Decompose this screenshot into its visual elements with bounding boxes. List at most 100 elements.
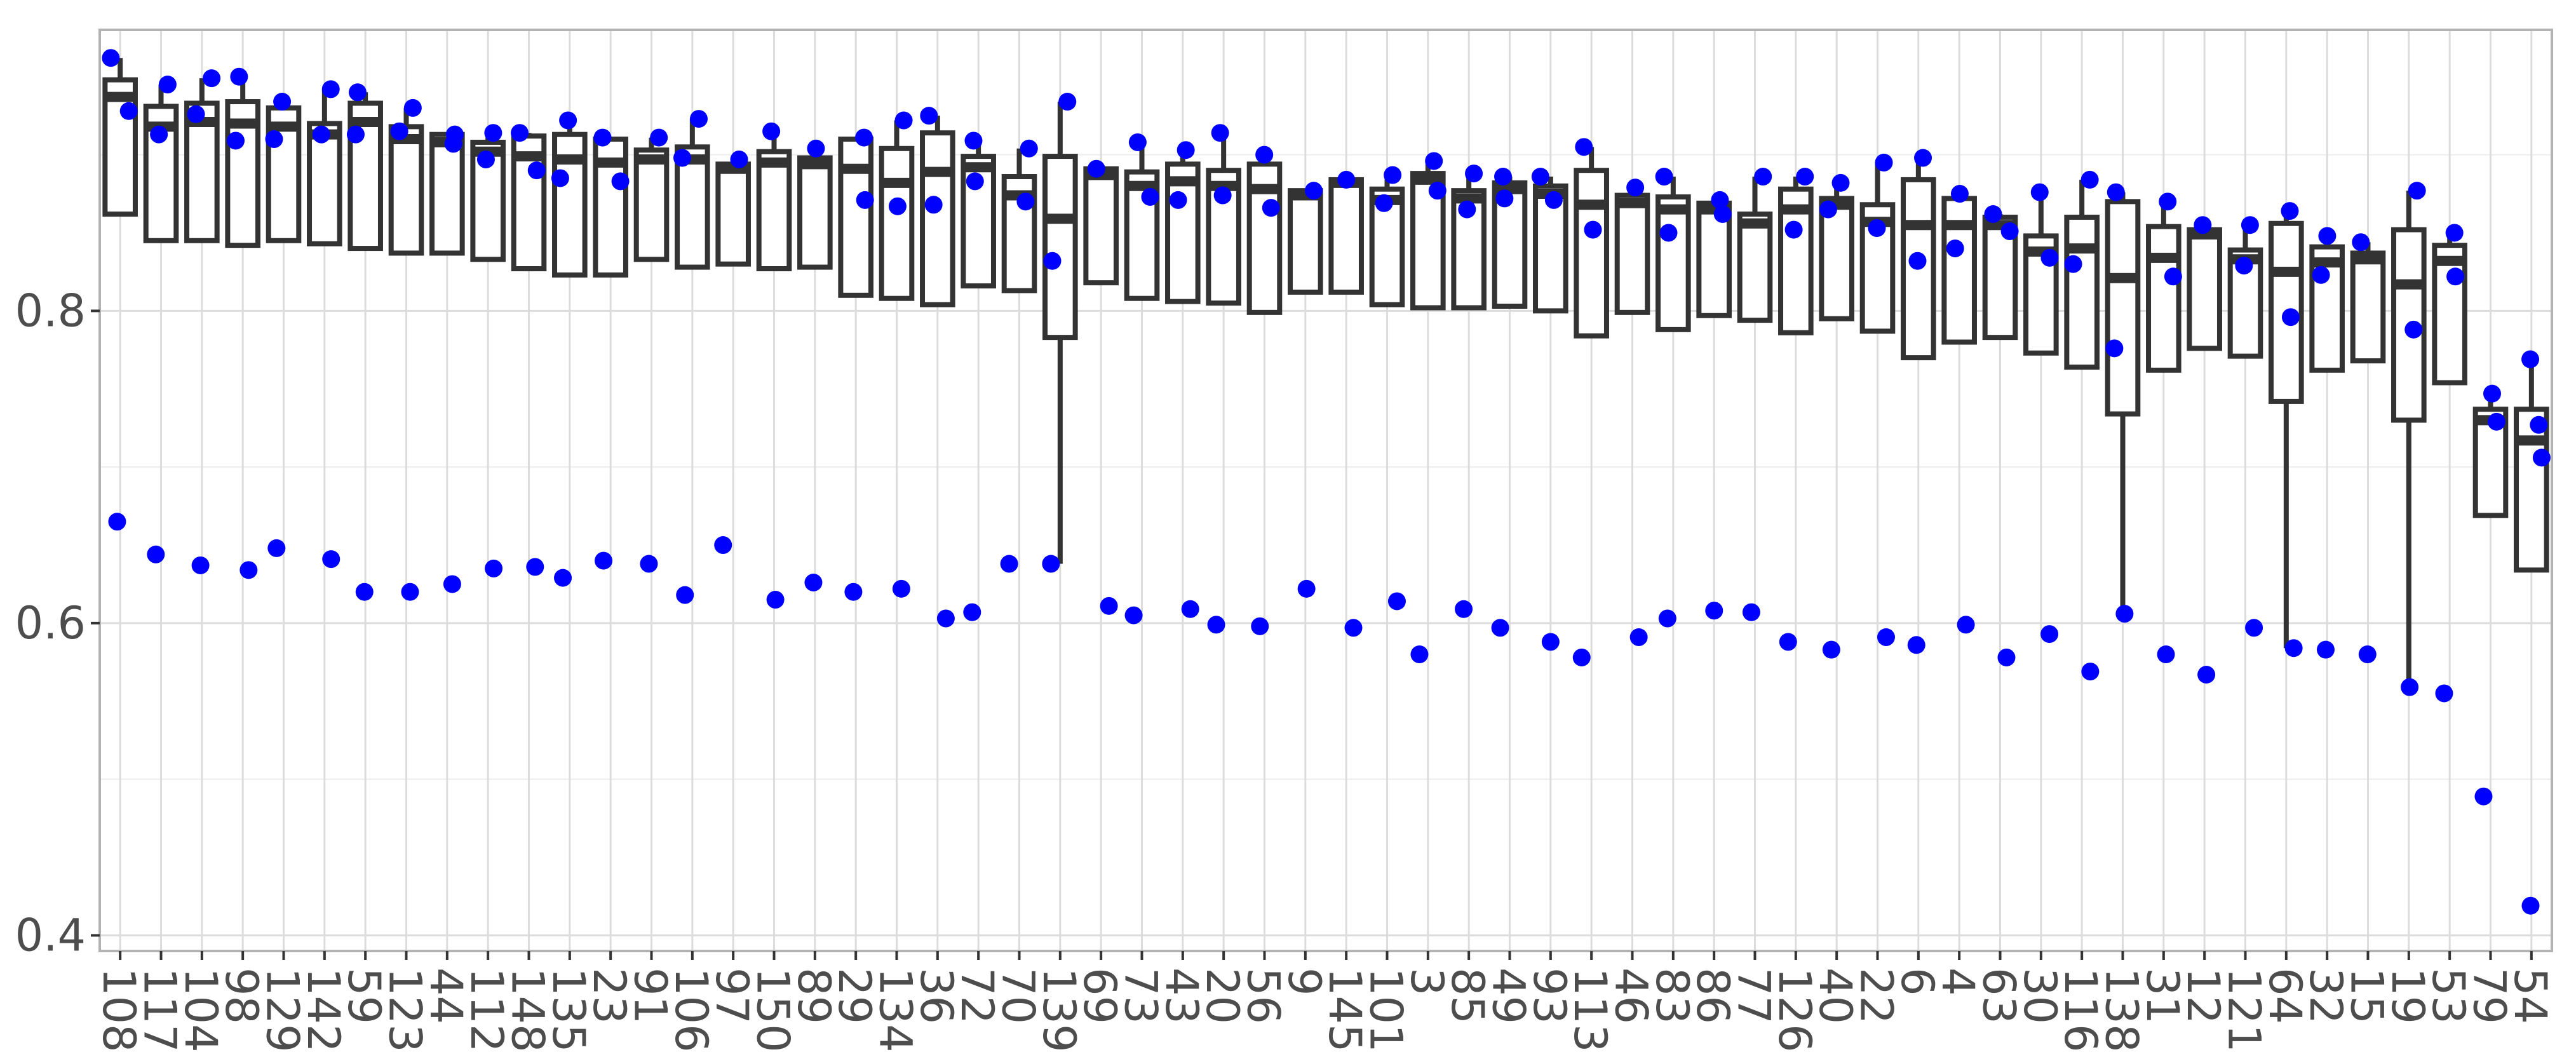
box-135 (555, 121, 585, 275)
data-point (2081, 663, 2099, 680)
data-point (964, 132, 982, 149)
data-point (2488, 413, 2505, 431)
data-point (1410, 645, 1428, 663)
box-iqr (1045, 156, 1076, 337)
data-point (1584, 221, 1602, 239)
y-axis: 0.40.60.8 (15, 285, 100, 961)
data-point (2065, 255, 2082, 273)
box-20 (1208, 133, 1239, 303)
box-145 (1331, 180, 1361, 292)
data-point (1214, 187, 1232, 205)
data-point (937, 610, 955, 628)
data-point (108, 513, 126, 530)
box-43 (1168, 150, 1198, 301)
box-108 (105, 58, 135, 214)
data-point (1868, 219, 1885, 237)
data-point (1255, 146, 1273, 164)
data-point (1796, 168, 1814, 185)
major-gridlines (100, 30, 2552, 951)
data-point (1492, 619, 1509, 637)
data-point (230, 68, 248, 86)
box-69 (1086, 169, 1116, 283)
data-point (640, 555, 657, 573)
data-point (2235, 257, 2253, 274)
data-point (1997, 649, 2015, 666)
data-point (1542, 633, 1560, 651)
box-139 (1045, 102, 1076, 563)
data-point (404, 99, 422, 117)
data-point (2105, 339, 2123, 357)
box-iqr (718, 164, 748, 264)
box-72 (963, 140, 994, 286)
box-91 (637, 138, 667, 260)
y-tick-label: 0.4 (15, 909, 86, 961)
box-iqr (2108, 201, 2138, 414)
data-point (147, 546, 165, 563)
box-12 (2189, 225, 2220, 348)
data-point (2318, 227, 2336, 245)
data-point (2245, 619, 2263, 637)
data-point (650, 129, 668, 147)
data-point (1305, 182, 1323, 199)
data-point (893, 580, 910, 598)
data-point (673, 149, 691, 167)
data-point (1251, 617, 1269, 635)
box-iqr (2353, 253, 2384, 361)
data-point (1429, 182, 1446, 199)
data-point (2404, 321, 2422, 339)
data-point (273, 93, 291, 111)
data-point (594, 129, 612, 147)
data-point (1908, 252, 1926, 270)
data-point (804, 574, 822, 591)
box-150 (759, 132, 790, 269)
data-point (1659, 610, 1676, 628)
data-point (676, 586, 694, 604)
data-point (349, 83, 367, 101)
data-point (844, 583, 862, 601)
data-point (120, 102, 138, 120)
box-15 (2353, 242, 2384, 361)
box-iqr (1658, 197, 1689, 330)
box-iqr (2516, 409, 2547, 570)
data-point (102, 49, 119, 67)
box-iqr (637, 150, 667, 259)
data-point (856, 191, 874, 209)
box-89 (800, 149, 830, 267)
data-point (1908, 636, 1925, 654)
box-iqr (882, 149, 912, 299)
box-22 (1863, 163, 1893, 331)
data-point (2312, 266, 2330, 284)
box-iqr (1086, 169, 1116, 283)
data-point (1100, 597, 1118, 615)
data-point (1819, 201, 1837, 219)
data-point (1914, 149, 1932, 167)
box-98 (227, 77, 258, 245)
data-point (1298, 580, 1316, 598)
data-point (1573, 649, 1591, 666)
box-79 (2476, 394, 2506, 516)
data-point (1425, 152, 1443, 170)
data-point (2533, 448, 2551, 466)
data-point (227, 132, 245, 149)
data-point (485, 560, 502, 577)
box-142 (309, 89, 340, 243)
box-64 (2271, 211, 2302, 648)
data-point (1182, 600, 1199, 618)
data-point (1344, 619, 1362, 637)
data-point (1656, 168, 1673, 185)
data-point (2282, 308, 2300, 326)
data-point (1129, 133, 1147, 151)
box-113 (1576, 147, 1607, 335)
data-point (2159, 192, 2176, 210)
x-axis: 1081171049812914259123441121481352391106… (93, 951, 2556, 1052)
box-129 (269, 102, 299, 241)
box-77 (1740, 177, 1770, 320)
data-point (1058, 93, 1076, 111)
box-iqr (800, 158, 830, 267)
data-point (526, 558, 544, 576)
box-46 (1617, 187, 1648, 313)
data-point (1545, 191, 1563, 209)
box-iqr (922, 133, 953, 304)
data-point (895, 112, 913, 130)
data-point (1465, 165, 1483, 182)
